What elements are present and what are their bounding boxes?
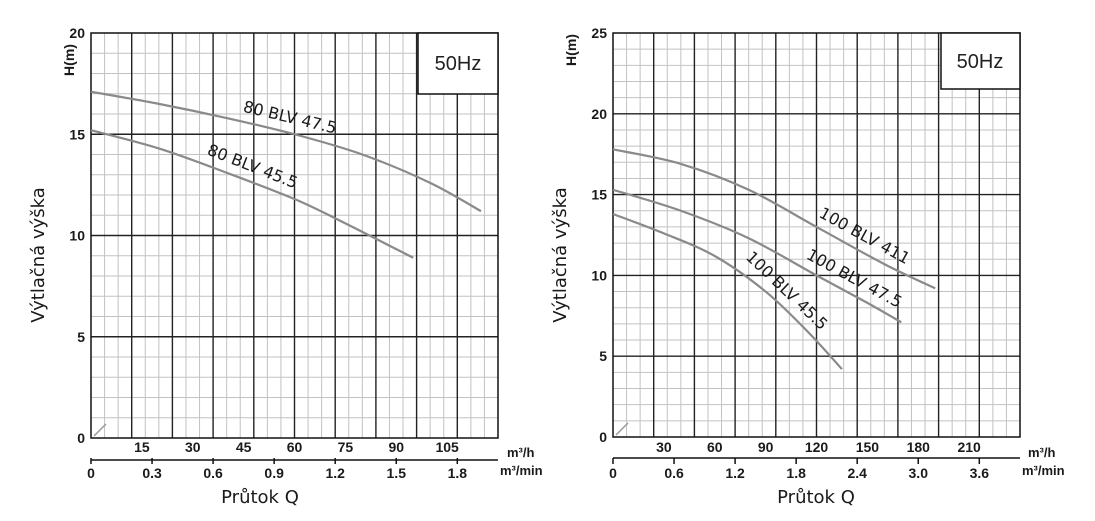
chart-left-xticks-primary: 15 30 45 60 75 90 105 bbox=[134, 439, 459, 455]
x-tick-label-primary: 30 bbox=[185, 439, 201, 455]
y-tick-label: 25 bbox=[591, 25, 607, 41]
chart-left: 50Hz 0 5 10 15 20 15 30 45 60 75 90 105 0 0.3 0.6 0.9… bbox=[28, 25, 543, 508]
x-tick-label-secondary: 0.6 bbox=[664, 465, 684, 481]
chart-right-y-unit: H(m) bbox=[563, 34, 579, 66]
x-tick-label-primary: 120 bbox=[805, 439, 829, 455]
x-tick-label-secondary: 0 bbox=[87, 465, 95, 481]
x-tick-label-secondary: 1.8 bbox=[786, 465, 806, 481]
chart-left-y-unit: H(m) bbox=[61, 44, 77, 76]
x-tick-label-primary: 90 bbox=[758, 439, 774, 455]
y-tick-label: 15 bbox=[69, 126, 85, 142]
chart-right-plot-frame bbox=[612, 32, 1021, 438]
chart-left-xlabel: Průtok Q bbox=[221, 487, 299, 508]
chart-right-grid-major bbox=[613, 33, 1020, 437]
x-tick-label-primary: 15 bbox=[134, 439, 150, 455]
x-tick-label-primary: 90 bbox=[388, 439, 404, 455]
series-line bbox=[612, 148, 936, 290]
x-tick-label-primary: 60 bbox=[287, 439, 303, 455]
chart-left-freq-badge: 50Hz bbox=[435, 53, 482, 75]
x-tick-label-secondary: 3.6 bbox=[970, 465, 990, 481]
y-tick-label: 5 bbox=[77, 329, 85, 345]
x-tick-label-secondary: 1.2 bbox=[725, 465, 745, 481]
y-tick-label: 10 bbox=[69, 228, 85, 244]
chart-left-freq-box bbox=[417, 32, 499, 95]
x-tick-label-secondary: 3.0 bbox=[909, 465, 929, 481]
x-tick-label-secondary: 0.9 bbox=[264, 465, 284, 481]
y-tick-label: 20 bbox=[69, 25, 85, 41]
series-line bbox=[612, 212, 843, 370]
x-tick-label-primary: 150 bbox=[856, 439, 880, 455]
y-tick-label: 0 bbox=[77, 430, 85, 446]
chart-left-yticks: 0 5 10 15 20 bbox=[69, 25, 85, 446]
chart-left-xticks-secondary: 0 0.3 0.6 0.9 1.2 1.5 1.8 bbox=[87, 458, 467, 481]
y-tick-label: 15 bbox=[591, 187, 607, 203]
chart-right-xticks-secondary: 0 0.6 1.2 1.8 2.4 3.0 3.6 bbox=[609, 458, 989, 481]
x-tick-label-primary: 30 bbox=[656, 439, 672, 455]
x-tick-label-secondary: 1.2 bbox=[325, 465, 345, 481]
chart-left-x-unit-secondary: m³/min bbox=[500, 463, 543, 478]
series-line bbox=[90, 90, 482, 213]
chart-left-ylabel: Výtlačná výška bbox=[28, 187, 49, 322]
x-tick-label-primary: 75 bbox=[338, 439, 354, 455]
x-tick-label-primary: 210 bbox=[957, 439, 981, 455]
y-tick-label: 0 bbox=[599, 429, 607, 445]
y-tick-label: 10 bbox=[591, 267, 607, 283]
series-label: 80 BLV 47.5 bbox=[241, 97, 338, 138]
y-tick-label: 5 bbox=[599, 348, 607, 364]
chart-right-origin-mark bbox=[615, 422, 629, 436]
chart-left-origin-mark bbox=[93, 423, 107, 437]
x-tick-label-primary: 60 bbox=[707, 439, 723, 455]
chart-right-yticks: 0 5 10 15 20 25 bbox=[591, 25, 607, 445]
chart-right-freq-badge: 50Hz bbox=[957, 51, 1004, 73]
chart-left-x-unit-primary: m³/h bbox=[507, 445, 535, 460]
chart-left-plot-frame bbox=[90, 32, 499, 439]
x-tick-label-primary: 105 bbox=[435, 439, 459, 455]
chart-right-freq-box bbox=[940, 32, 1021, 90]
x-tick-label-secondary: 0.3 bbox=[142, 465, 162, 481]
x-tick-label-primary: 45 bbox=[236, 439, 252, 455]
chart-right-ylabel: Výtlačná výška bbox=[550, 187, 571, 322]
chart-right-x-unit-primary: m³/h bbox=[1028, 445, 1056, 460]
x-tick-label-secondary: 1.5 bbox=[387, 465, 407, 481]
series-label: 80 BLV 45.5 bbox=[205, 140, 301, 192]
chart-right-xlabel: Průtok Q bbox=[777, 487, 855, 508]
chart-right-xticks-primary: 30 60 90 120 150 180 210 bbox=[656, 439, 981, 455]
x-tick-label-secondary: 2.4 bbox=[847, 465, 867, 481]
x-tick-label-secondary: 0.6 bbox=[203, 465, 223, 481]
x-tick-label-primary: 180 bbox=[907, 439, 931, 455]
x-tick-label-secondary: 0 bbox=[609, 465, 617, 481]
chart-right: 50Hz 0 5 10 15 20 25 30 60 90 120 150 180 210 0 0.6 1… bbox=[550, 25, 1065, 508]
series-line bbox=[90, 129, 414, 259]
x-tick-label-secondary: 1.8 bbox=[448, 465, 468, 481]
chart-right-x-unit-secondary: m³/min bbox=[1022, 463, 1065, 478]
series-line bbox=[612, 188, 902, 324]
y-tick-label: 20 bbox=[591, 106, 607, 122]
